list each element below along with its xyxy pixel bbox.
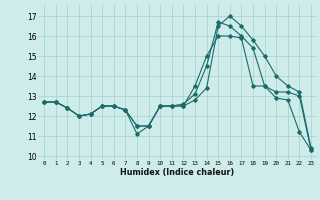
X-axis label: Humidex (Indice chaleur): Humidex (Indice chaleur)	[120, 168, 235, 177]
